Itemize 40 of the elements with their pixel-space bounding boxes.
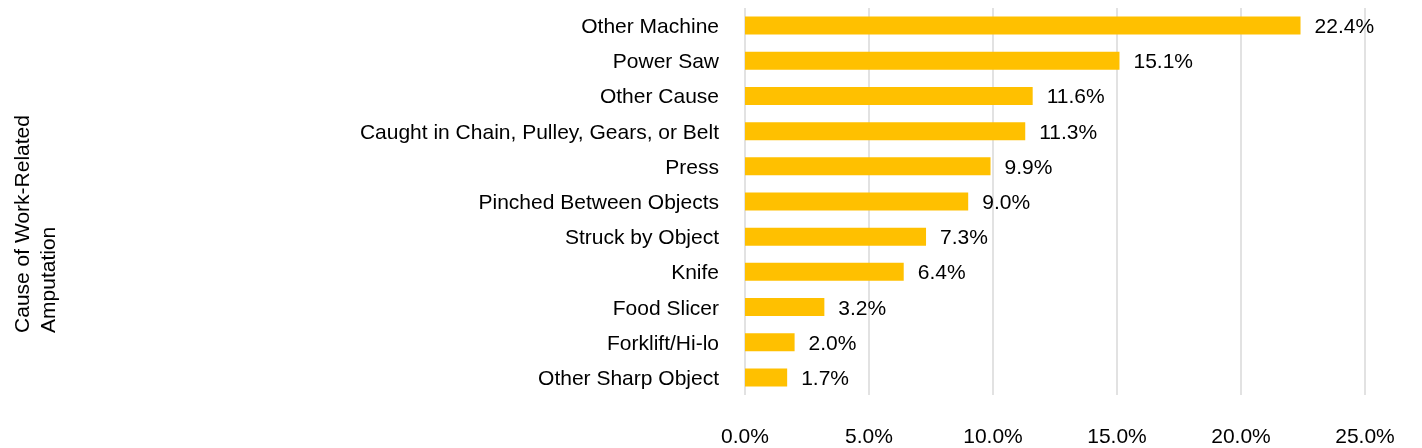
data-label: 9.0% xyxy=(982,190,1031,213)
y-tick-label: Other Cause xyxy=(599,84,719,108)
bar xyxy=(745,16,1301,35)
y-tick-label: Other Sharp Object xyxy=(538,365,720,389)
bar xyxy=(745,157,991,176)
data-label: 9.9% xyxy=(1004,154,1053,178)
x-tick-label: 10.0% xyxy=(963,424,1023,447)
x-tick-label: 0.0% xyxy=(721,424,769,447)
data-label: 7.3% xyxy=(940,225,988,249)
data-label: 15.1% xyxy=(1133,49,1194,73)
bar xyxy=(745,333,795,352)
x-tick-label: 20.0% xyxy=(1211,424,1271,447)
y-tick-label: Knife xyxy=(671,260,719,284)
bar xyxy=(745,192,969,211)
bar xyxy=(745,368,788,387)
y-tick-label: Other Machine xyxy=(581,14,719,38)
bar xyxy=(745,122,1026,141)
y-tick-label: Power Saw xyxy=(612,49,720,73)
y-tick-label: Struck by Object xyxy=(564,225,720,249)
y-tick-label: Food Slicer xyxy=(612,295,719,319)
y-tick-label: Pinched Between Objects xyxy=(478,190,719,213)
x-tick-label: 5.0% xyxy=(845,424,893,447)
bar xyxy=(745,86,1033,105)
data-label: 11.3% xyxy=(1039,119,1098,143)
text: Cause of Work-Related Amputation xyxy=(9,115,59,333)
x-tick-label: 15.0% xyxy=(1087,424,1147,447)
data-label: 1.7% xyxy=(801,365,850,389)
data-label: 3.2% xyxy=(838,295,887,319)
data-label: 2.0% xyxy=(808,330,857,354)
y-tick-label: Caught in Chain, Pulley, Gears, or Belt xyxy=(359,119,720,143)
bar xyxy=(745,262,904,281)
y-tick-label: Forklift/Hi-lo xyxy=(606,330,719,354)
data-label: 6.4% xyxy=(917,260,966,284)
data-label: 11.6% xyxy=(1046,84,1105,108)
x-tick-label: 25.0% xyxy=(1335,424,1395,447)
bar xyxy=(745,298,825,317)
bar xyxy=(745,51,1120,70)
y-tick-label: Press xyxy=(665,154,719,178)
bar xyxy=(745,227,927,246)
data-label: 22.4% xyxy=(1314,14,1375,38)
